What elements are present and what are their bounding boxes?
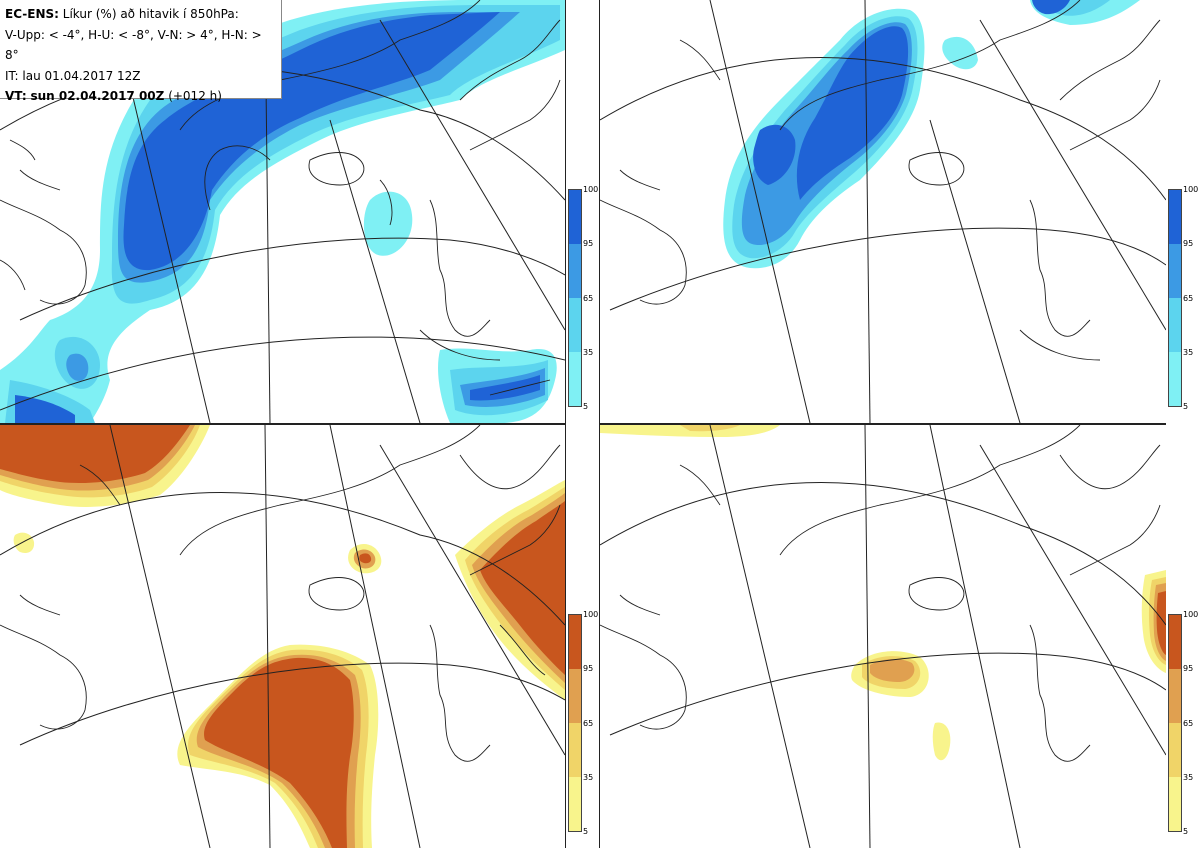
tick-100: 100: [583, 610, 599, 619]
panel-bottom-right: [600, 425, 1166, 848]
shade-5c: [932, 722, 951, 761]
shade-95b: [753, 124, 796, 185]
shade-5e: [13, 532, 35, 553]
tick-35: 35: [1183, 348, 1194, 357]
coastlines: [0, 425, 561, 762]
shade-5b: [942, 36, 978, 70]
shade-65: [870, 659, 915, 682]
colorbar-cold: [1168, 189, 1182, 407]
model-label: EC-ENS:: [5, 7, 59, 21]
colorbar-warm: [1168, 614, 1182, 832]
colorbar-warm: [568, 614, 582, 832]
shade-95c: [1032, 0, 1070, 15]
shade-5: [0, 0, 565, 423]
tick-5: 5: [583, 827, 589, 836]
graticule: [600, 0, 1166, 423]
panel-bottom-left: [0, 425, 565, 848]
initial-time: IT: lau 01.04.2017 12Z: [5, 68, 141, 83]
tick-95: 95: [1183, 664, 1194, 673]
shade-95c: [480, 501, 565, 675]
graticule: [0, 425, 565, 848]
tick-100: 100: [1183, 610, 1199, 619]
shade-5b: [363, 191, 413, 256]
tick-5: 5: [1183, 402, 1189, 411]
map-bottom-right: [600, 425, 1166, 848]
map-top-right: [600, 0, 1166, 423]
shade-95: [0, 425, 190, 483]
shade-95: [1156, 591, 1166, 655]
tick-5: 5: [1183, 827, 1189, 836]
tick-65: 65: [583, 719, 594, 728]
graticule: [600, 425, 1166, 848]
tick-65: 65: [583, 294, 594, 303]
tick-65: 65: [1183, 719, 1194, 728]
panel-divider-left: [0, 423, 565, 425]
tick-95: 95: [583, 239, 594, 248]
shade-95d: [359, 553, 372, 564]
info-box: EC-ENS: Líkur (%) að hitavik í 850hPa: V…: [0, 0, 282, 103]
tick-35: 35: [583, 348, 594, 357]
coastlines: [600, 0, 1161, 361]
panel-top-right: [600, 0, 1166, 423]
map-bottom-left: [0, 425, 565, 848]
probability-field: [600, 425, 1166, 761]
shade-95: [796, 26, 909, 200]
tick-65: 65: [1183, 294, 1194, 303]
shade-95b: [204, 657, 354, 848]
tick-5: 5: [583, 402, 589, 411]
probability-field: [0, 425, 565, 848]
tick-100: 100: [1183, 185, 1199, 194]
probability-field: [723, 0, 1140, 269]
tick-95: 95: [1183, 239, 1194, 248]
description: Líkur (%) að hitavik í 850hPa:: [62, 7, 239, 21]
tick-35: 35: [1183, 773, 1194, 782]
valid-label: VT:: [5, 89, 27, 103]
shade-35c: [680, 425, 740, 432]
coastlines: [600, 425, 1161, 762]
panel-top-left: EC-ENS: Líkur (%) að hitavik í 850hPa: V…: [0, 0, 565, 423]
tick-95: 95: [583, 664, 594, 673]
shade-95c: [15, 395, 75, 423]
tick-35: 35: [583, 773, 594, 782]
thresholds: V-Upp: < -4°, H-U: < -8°, V-N: > 4°, H-N…: [5, 27, 262, 63]
colorbar-cold: [568, 189, 582, 407]
shade-95b: [470, 375, 540, 401]
panel-divider-right: [600, 423, 1166, 425]
tick-100: 100: [583, 185, 599, 194]
shade-95: [123, 12, 501, 271]
lead-time: (+012 h): [168, 89, 222, 103]
valid-time: sun 02.04.2017 00Z: [30, 89, 165, 103]
shade-65b: [66, 353, 89, 381]
